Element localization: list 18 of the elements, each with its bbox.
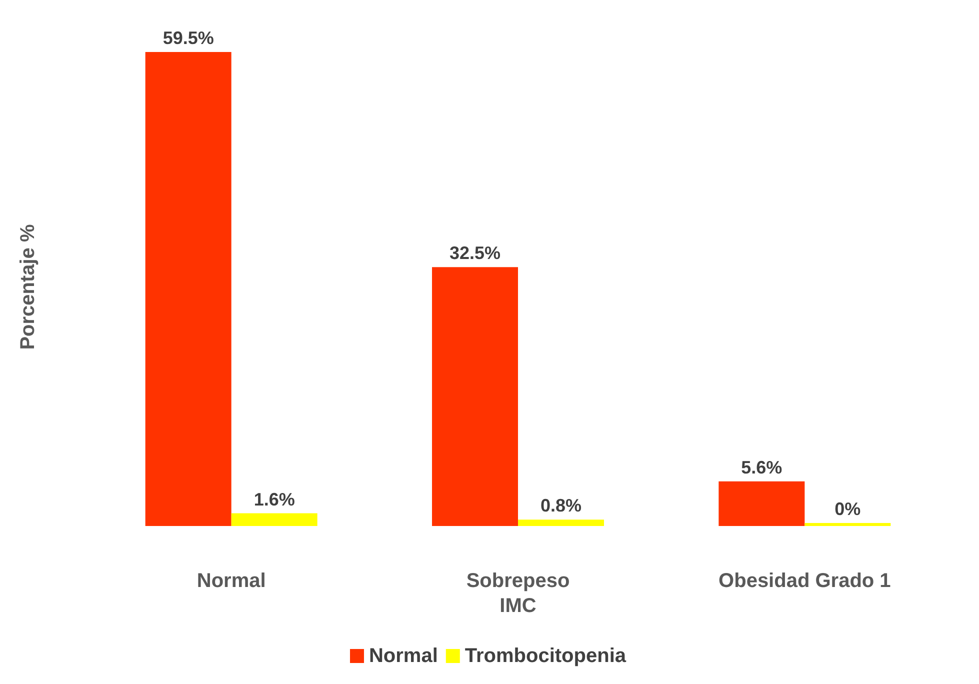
data-label: 0% (834, 499, 861, 519)
x-tick-label: Normal (196, 570, 266, 592)
bar (145, 52, 232, 526)
legend-label: Normal (368, 645, 438, 667)
data-label: 59.5% (162, 28, 214, 48)
bar (718, 481, 805, 526)
bar (231, 513, 318, 526)
x-tick-label: Obesidad Grado 1 (718, 570, 891, 592)
data-label: 1.6% (254, 489, 295, 510)
bar (432, 267, 518, 526)
x-axis-title: IMC (500, 594, 536, 617)
data-label: 5.6% (741, 457, 782, 478)
data-label: 32.5% (449, 243, 501, 264)
data-label: 0.8% (540, 496, 582, 516)
y-axis-title: Porcentaje % (17, 224, 39, 350)
x-tick-label: Sobrepeso (466, 570, 570, 592)
bar (518, 520, 604, 526)
legend-label: Trombocitopenia (464, 645, 627, 667)
